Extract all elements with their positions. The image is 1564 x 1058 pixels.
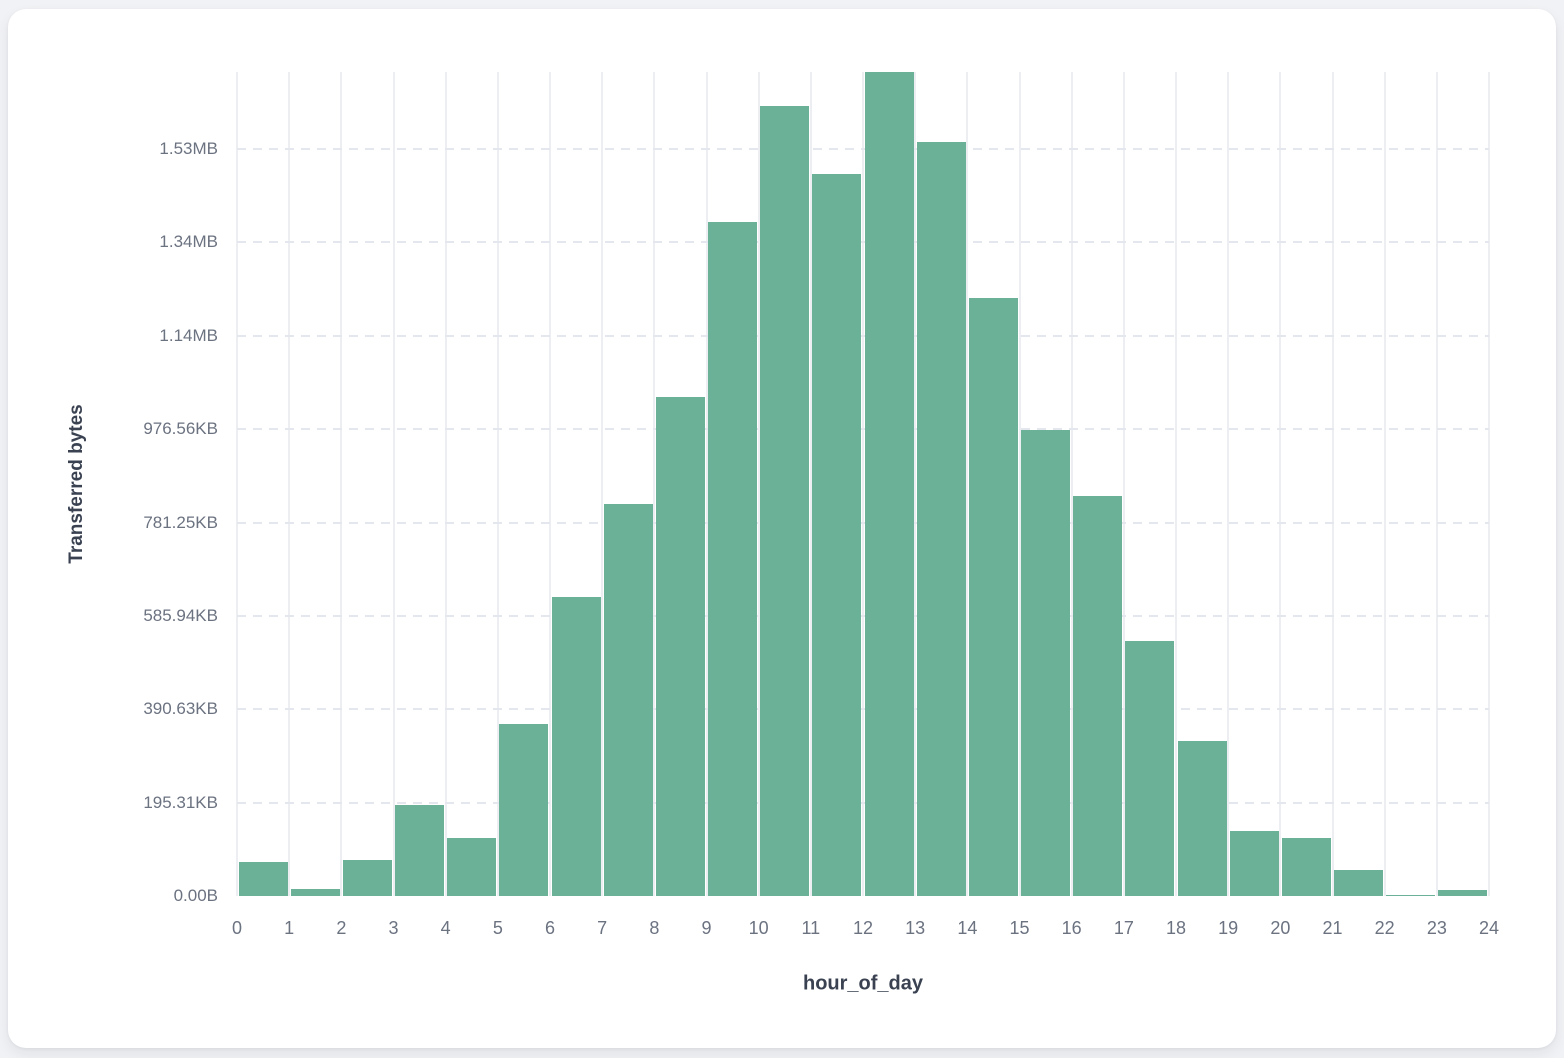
x-tick-label: 17 (1113, 918, 1134, 938)
bar-hour-2[interactable] (342, 859, 392, 896)
x-tick-label: 16 (1061, 918, 1082, 938)
x-tick-label: 1 (284, 918, 295, 938)
x-tick-label: 4 (440, 918, 451, 938)
gridline-vertical (236, 72, 238, 896)
bar-hour-9[interactable] (708, 221, 758, 896)
gridline-horizontal (237, 521, 1489, 524)
bar-hour-17[interactable] (1125, 641, 1175, 896)
gridline-vertical (496, 72, 499, 896)
y-tick-label: 1.14MB (159, 325, 218, 345)
gridline-vertical (1435, 72, 1438, 896)
gridline-vertical (1122, 72, 1125, 896)
x-tick-label: 10 (748, 918, 769, 938)
y-tick-label: 195.31KB (143, 792, 218, 812)
x-tick-label: 20 (1270, 918, 1291, 938)
x-tick-label: 24 (1478, 918, 1500, 938)
gridline-vertical (392, 72, 395, 896)
bar-hour-8[interactable] (655, 396, 705, 896)
x-tick-label: 6 (544, 918, 555, 938)
x-tick-label: 9 (701, 918, 712, 938)
gridline-vertical (1383, 72, 1386, 896)
bar-hour-21[interactable] (1334, 869, 1384, 896)
x-tick-label: 18 (1165, 918, 1187, 938)
x-tick-label: 21 (1322, 918, 1343, 938)
bar-hour-20[interactable] (1281, 837, 1331, 896)
x-tick-label: 22 (1374, 918, 1395, 938)
gridline-vertical (914, 72, 917, 896)
bar-hour-10[interactable] (760, 106, 810, 896)
gridline-vertical (444, 72, 447, 896)
bar-hour-3[interactable] (395, 804, 445, 896)
bar-hour-11[interactable] (812, 174, 862, 896)
y-tick-label: 1.34MB (159, 232, 218, 252)
bar-hour-22[interactable] (1386, 894, 1436, 896)
bar-hour-14[interactable] (968, 297, 1018, 896)
y-tick-label: 976.56KB (143, 419, 218, 439)
gridline-vertical (1070, 72, 1073, 896)
gridline-vertical (705, 72, 708, 896)
bar-hour-7[interactable] (603, 504, 653, 896)
bar-hour-15[interactable] (1021, 430, 1071, 896)
y-tick-label: 390.63KB (143, 699, 218, 719)
x-tick-label: 13 (905, 918, 926, 938)
gridline-vertical (757, 72, 760, 896)
gridline-vertical (862, 72, 864, 896)
gridline-horizontal (237, 428, 1489, 431)
gridline-horizontal (237, 614, 1489, 617)
gridline-vertical (1175, 72, 1177, 896)
x-tick-label: 0 (231, 918, 242, 938)
bar-hour-5[interactable] (499, 723, 549, 896)
x-tick-label: 3 (388, 918, 399, 938)
y-tick-label: 781.25KB (143, 512, 218, 532)
gridline-vertical (966, 72, 969, 896)
x-tick-label: 12 (852, 918, 874, 938)
bar-hour-6[interactable] (551, 596, 601, 896)
bar-hour-13[interactable] (916, 142, 966, 896)
bar-hour-12[interactable] (864, 72, 914, 896)
gridline-vertical (340, 72, 343, 896)
y-tick-label: 1.53MB (159, 139, 218, 159)
bar-hour-18[interactable] (1177, 741, 1227, 896)
histogram-chart: 0.00B 195.31KB 390.63KB 585.94KB 781.25KB 976… (8, 9, 1556, 1048)
bar-hour-0[interactable] (238, 862, 288, 896)
gridline-horizontal (237, 148, 1489, 151)
bar-hour-23[interactable] (1438, 890, 1488, 896)
bar-hour-1[interactable] (290, 889, 340, 896)
x-axis-title: hour_of_day (802, 972, 924, 995)
x-tick-label: 15 (1009, 918, 1030, 938)
chart-card: 0.00B 195.31KB 390.63KB 585.94KB 781.25KB 976… (8, 9, 1556, 1048)
gridline-vertical (809, 72, 812, 896)
gridline-vertical (549, 72, 551, 896)
gridline-horizontal (237, 708, 1489, 711)
bar-hour-4[interactable] (447, 838, 497, 896)
x-tick-label: 14 (957, 918, 978, 938)
gridline-vertical (1488, 72, 1490, 896)
bar-hour-16[interactable] (1073, 496, 1123, 896)
gridline-vertical (288, 72, 291, 896)
y-tick-label: 585.94KB (143, 605, 218, 625)
gridline-horizontal (237, 801, 1489, 804)
gridline-vertical (1227, 72, 1230, 896)
gridline-vertical (1279, 72, 1282, 896)
x-tick-label: 7 (597, 918, 608, 938)
y-axis-title: Transferred bytes (66, 404, 87, 564)
x-tick-label: 2 (336, 918, 347, 938)
gridline-vertical (1018, 72, 1021, 896)
x-tick-label: 5 (492, 918, 503, 938)
x-tick-label: 11 (801, 918, 821, 938)
bar-hour-19[interactable] (1229, 831, 1279, 896)
gridline-horizontal (237, 241, 1489, 244)
x-tick-label: 23 (1426, 918, 1447, 938)
gridline-horizontal (237, 334, 1489, 337)
gridline-vertical (653, 72, 656, 896)
x-tick-label: 8 (649, 918, 660, 938)
gridline-vertical (601, 72, 604, 896)
gridline-vertical (1331, 72, 1334, 896)
y-tick-label: 0.00B (173, 886, 218, 905)
x-tick-label: 19 (1218, 918, 1239, 938)
